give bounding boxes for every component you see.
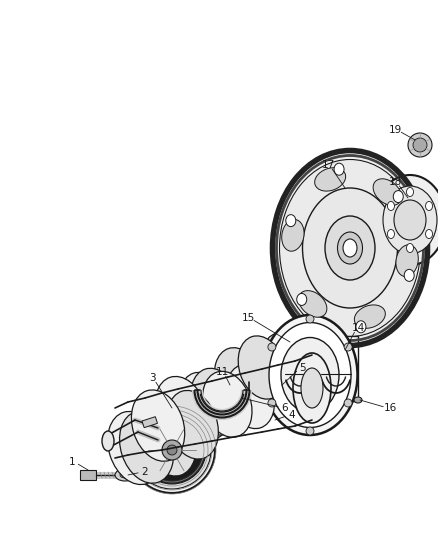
Ellipse shape — [272, 150, 427, 345]
Ellipse shape — [406, 188, 413, 197]
Ellipse shape — [203, 372, 252, 437]
Circle shape — [408, 133, 432, 157]
Bar — [142, 417, 158, 427]
Text: 3: 3 — [148, 373, 155, 383]
Ellipse shape — [406, 244, 413, 253]
Ellipse shape — [374, 175, 438, 265]
Ellipse shape — [108, 411, 162, 484]
Text: 1: 1 — [69, 457, 75, 467]
Ellipse shape — [388, 201, 395, 211]
Circle shape — [268, 343, 276, 351]
Ellipse shape — [226, 365, 275, 429]
Circle shape — [268, 399, 276, 407]
Ellipse shape — [131, 390, 185, 461]
Ellipse shape — [143, 406, 196, 476]
Ellipse shape — [334, 163, 344, 175]
Ellipse shape — [354, 305, 385, 328]
Ellipse shape — [394, 200, 426, 240]
Text: 15: 15 — [241, 313, 254, 323]
Ellipse shape — [167, 391, 219, 459]
Ellipse shape — [383, 186, 437, 254]
Text: 14: 14 — [351, 323, 364, 333]
Ellipse shape — [191, 368, 241, 435]
Ellipse shape — [393, 191, 403, 203]
Text: 16: 16 — [383, 403, 397, 413]
Circle shape — [413, 138, 427, 152]
Text: 11: 11 — [215, 367, 229, 377]
Ellipse shape — [138, 416, 206, 484]
Ellipse shape — [282, 220, 304, 251]
Ellipse shape — [262, 333, 308, 394]
Text: 19: 19 — [389, 125, 402, 135]
Ellipse shape — [293, 353, 331, 423]
Ellipse shape — [426, 201, 433, 211]
Ellipse shape — [167, 445, 177, 455]
Circle shape — [306, 427, 314, 435]
Ellipse shape — [314, 168, 346, 191]
Text: 5: 5 — [299, 363, 305, 373]
Ellipse shape — [133, 411, 211, 489]
Ellipse shape — [102, 431, 114, 451]
Ellipse shape — [269, 322, 351, 427]
Text: 18: 18 — [389, 177, 402, 187]
Ellipse shape — [396, 245, 418, 277]
Ellipse shape — [343, 239, 357, 257]
Ellipse shape — [325, 216, 375, 280]
Ellipse shape — [262, 315, 357, 435]
Ellipse shape — [238, 336, 286, 399]
Ellipse shape — [297, 294, 307, 305]
Ellipse shape — [354, 397, 362, 403]
Circle shape — [344, 343, 352, 351]
Text: 17: 17 — [321, 160, 335, 170]
Circle shape — [306, 315, 314, 323]
Ellipse shape — [162, 440, 182, 460]
Circle shape — [344, 399, 352, 407]
Ellipse shape — [281, 337, 339, 413]
Ellipse shape — [147, 425, 197, 475]
Bar — [80, 470, 96, 480]
Ellipse shape — [115, 469, 135, 481]
Ellipse shape — [129, 407, 215, 493]
Ellipse shape — [303, 188, 398, 308]
Text: 4: 4 — [289, 410, 295, 420]
Ellipse shape — [338, 232, 363, 264]
Bar — [278, 336, 358, 401]
Ellipse shape — [286, 215, 296, 227]
Ellipse shape — [142, 420, 202, 480]
Ellipse shape — [404, 269, 414, 281]
Ellipse shape — [301, 368, 323, 408]
Ellipse shape — [250, 348, 297, 410]
Text: 6: 6 — [282, 403, 288, 413]
Ellipse shape — [356, 321, 366, 333]
Ellipse shape — [215, 348, 263, 413]
Ellipse shape — [120, 472, 130, 478]
Ellipse shape — [388, 230, 395, 238]
Ellipse shape — [279, 159, 420, 336]
Ellipse shape — [120, 411, 173, 483]
Ellipse shape — [373, 179, 402, 205]
Ellipse shape — [179, 373, 230, 440]
Ellipse shape — [299, 290, 327, 317]
Ellipse shape — [426, 230, 433, 238]
Text: 2: 2 — [141, 467, 148, 477]
Ellipse shape — [155, 376, 207, 446]
